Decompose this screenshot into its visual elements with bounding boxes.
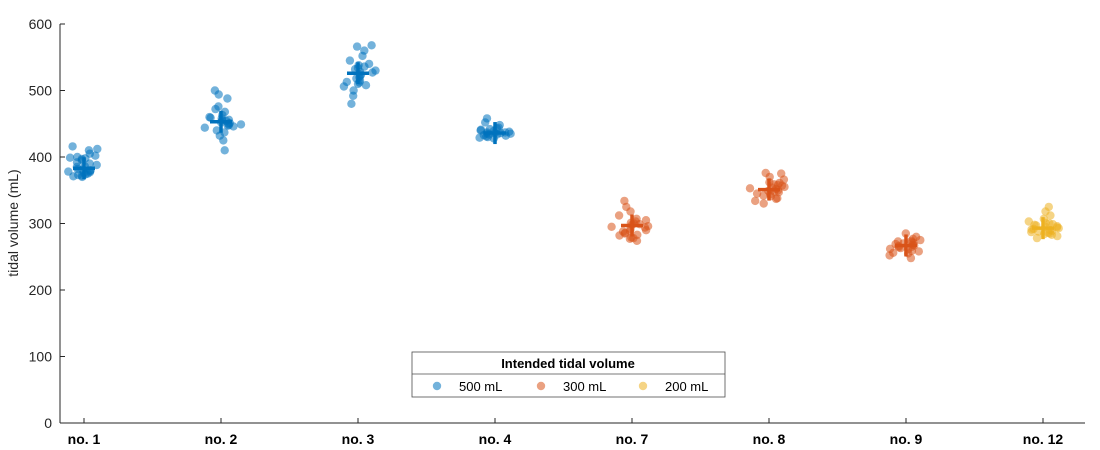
x-tick-label: no. 2 [205, 431, 238, 447]
data-point [206, 113, 215, 123]
data-point [200, 123, 209, 132]
data-point [751, 196, 760, 206]
data-point [885, 244, 895, 253]
x-tick-label: no. 7 [616, 431, 649, 447]
data-point [641, 216, 651, 225]
y-tick-label: 0 [44, 415, 52, 431]
data-point [342, 77, 351, 87]
data-point [1044, 202, 1054, 212]
data-point [223, 94, 232, 103]
y-tick-label: 600 [29, 16, 53, 32]
data-point [65, 153, 75, 162]
data-point [220, 107, 230, 117]
data-points [64, 41, 1063, 263]
x-tick-label: no. 4 [479, 431, 512, 447]
legend-label: 200 mL [665, 379, 708, 394]
data-point [893, 237, 903, 246]
y-tick-label: 400 [29, 149, 53, 165]
data-point [368, 68, 377, 77]
data-point [1032, 233, 1042, 243]
data-point [69, 172, 78, 181]
data-point [349, 86, 358, 95]
x-tick-label: no. 12 [1023, 431, 1064, 447]
y-tick-label: 200 [29, 282, 53, 298]
data-point [1024, 217, 1034, 226]
data-point [367, 41, 376, 50]
data-point [360, 46, 369, 55]
data-point [607, 222, 616, 231]
data-point [901, 229, 910, 238]
data-point [236, 120, 246, 129]
y-tick-label: 300 [29, 216, 53, 232]
x-tick-label: no. 1 [68, 431, 101, 447]
data-point [347, 99, 356, 109]
y-ticks: 0 100 200 300 400 500 600 [29, 16, 65, 431]
data-point [211, 104, 220, 114]
x-tick-label: no. 3 [342, 431, 375, 447]
data-point [1047, 230, 1057, 239]
data-point [759, 199, 768, 208]
data-point [761, 168, 770, 178]
legend-title: Intended tidal volume [501, 356, 635, 371]
y-axis-title: tidal volume (mL) [5, 169, 21, 276]
legend-marker [536, 381, 546, 391]
legend-label: 500 mL [459, 379, 502, 394]
data-point [352, 42, 362, 51]
data-point [68, 142, 77, 151]
x-tick-label: no. 8 [753, 431, 786, 447]
x-ticks: no. 1 no. 2 no. 3 no. 4 no. 7 no. 8 no. 9 no. 1… [68, 418, 1064, 447]
data-point [745, 184, 755, 193]
mean-markers [73, 62, 1054, 257]
data-point [85, 149, 95, 158]
legend: Intended tidal volume 500 mL 300 mL 200 mL [411, 351, 726, 398]
y-tick-label: 100 [29, 349, 53, 365]
data-point [220, 146, 229, 155]
data-point [914, 247, 923, 256]
data-point [633, 230, 642, 239]
data-point [769, 180, 779, 189]
data-point [364, 59, 374, 69]
data-point [93, 144, 102, 154]
data-point [752, 189, 762, 198]
data-point [1048, 220, 1058, 229]
data-point [85, 159, 94, 168]
x-tick-label: no. 9 [890, 431, 923, 447]
data-point [345, 56, 355, 65]
legend-marker [638, 381, 648, 391]
data-point [212, 126, 221, 135]
y-tick-label: 500 [29, 83, 53, 99]
data-point [620, 196, 629, 206]
data-point [916, 235, 925, 245]
data-point [625, 234, 635, 243]
legend-box [411, 351, 726, 398]
data-point [475, 133, 484, 142]
legend-label: 300 mL [563, 379, 606, 394]
data-point [777, 169, 786, 178]
data-point [482, 114, 492, 123]
data-point [214, 90, 223, 99]
data-point [73, 152, 82, 162]
data-point [361, 81, 371, 90]
data-point [614, 211, 624, 220]
legend-marker [432, 381, 442, 391]
